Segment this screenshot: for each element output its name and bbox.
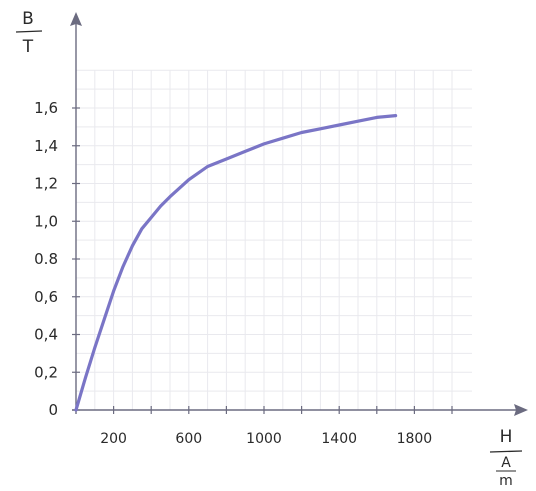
series-group bbox=[74, 114, 398, 412]
data-point bbox=[93, 346, 97, 349]
data-point bbox=[206, 165, 209, 168]
data-point bbox=[262, 142, 266, 146]
data-point bbox=[131, 244, 134, 247]
y-axis-unit: T bbox=[22, 37, 34, 57]
y-tick-label: 0.8 bbox=[34, 250, 58, 268]
data-point bbox=[338, 123, 341, 127]
data-point bbox=[319, 127, 322, 130]
data-point bbox=[281, 137, 284, 140]
series-line-0 bbox=[74, 114, 398, 412]
x-tick-label: 1800 bbox=[397, 431, 433, 447]
data-point bbox=[103, 318, 106, 321]
y-tick-label: 0,2 bbox=[34, 363, 58, 381]
data-point bbox=[394, 114, 397, 117]
x-tick-label: 600 bbox=[175, 431, 202, 447]
x-axis-fraction-bar bbox=[489, 450, 523, 453]
y-tick-labels: 0 0,2 0,4 0,6 0.8 1,0 1,2 1,4 1,6 bbox=[34, 99, 58, 419]
x-tick-labels: 200 600 1000 1400 1800 bbox=[100, 431, 432, 447]
grid bbox=[76, 69, 472, 410]
data-point bbox=[150, 216, 153, 219]
y-tick-label: 0,4 bbox=[34, 326, 58, 344]
tick-marks bbox=[72, 107, 453, 414]
data-point bbox=[225, 157, 228, 161]
x-tick-label: 1000 bbox=[246, 431, 282, 447]
y-axis-label: B T bbox=[15, 9, 43, 57]
y-tick-label: 1,6 bbox=[34, 99, 58, 117]
x-tick-label: 1400 bbox=[321, 431, 357, 447]
data-point bbox=[159, 204, 162, 208]
data-point bbox=[300, 131, 303, 134]
x-tick-label: 200 bbox=[100, 431, 127, 447]
y-tick-label: 1,4 bbox=[34, 137, 58, 155]
y-tick-label: 0,6 bbox=[34, 288, 58, 306]
data-point bbox=[168, 195, 172, 198]
data-point bbox=[121, 265, 125, 268]
data-point bbox=[84, 376, 87, 380]
y-tick-label: 1,2 bbox=[34, 175, 58, 193]
x-axis-unit-numerator: A bbox=[501, 455, 511, 471]
y-axis-fraction-bar bbox=[15, 30, 43, 33]
data-point bbox=[74, 408, 78, 412]
data-point bbox=[187, 178, 190, 181]
data-point bbox=[244, 150, 247, 153]
y-tick-label: 0 bbox=[48, 401, 58, 419]
axes bbox=[70, 12, 528, 416]
x-axis-label: H A m bbox=[489, 427, 523, 489]
y-tick-label: 1,0 bbox=[34, 212, 58, 230]
data-point bbox=[375, 116, 378, 119]
y-axis-arrow bbox=[70, 12, 82, 26]
data-point bbox=[112, 289, 115, 293]
y-axis-symbol: B bbox=[22, 9, 34, 29]
x-axis-arrow bbox=[514, 404, 528, 416]
data-point bbox=[356, 120, 360, 123]
x-axis-unit-denominator: m bbox=[499, 473, 513, 489]
x-axis-symbol: H bbox=[500, 427, 513, 447]
data-point bbox=[140, 227, 143, 230]
